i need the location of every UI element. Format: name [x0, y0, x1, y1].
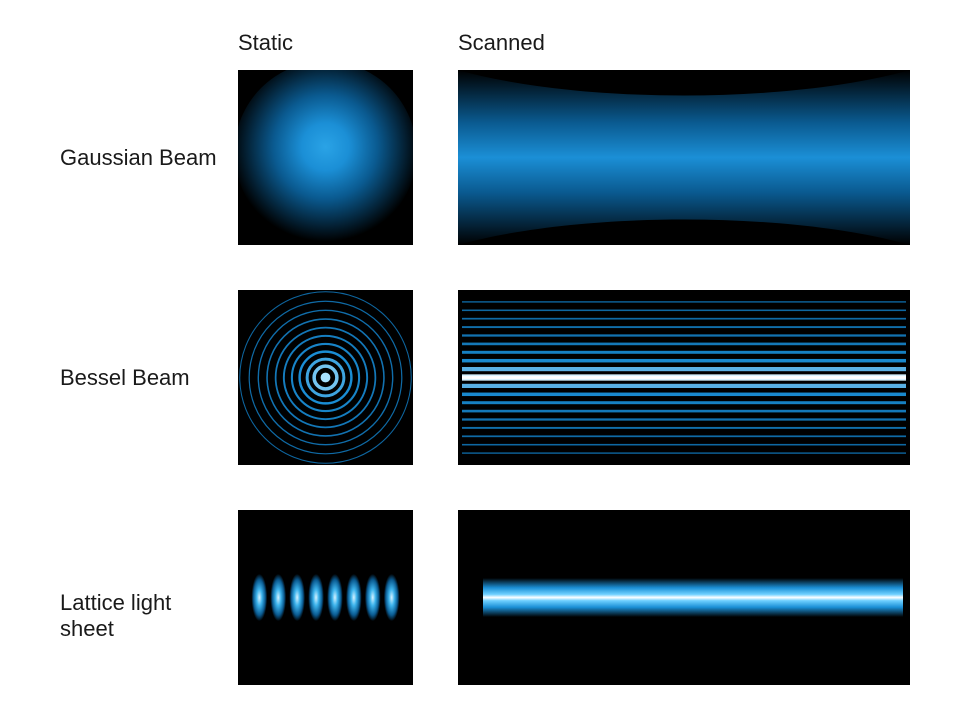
panel-bessel-static — [238, 290, 413, 465]
panel-lattice-static — [238, 510, 413, 685]
col-header-static: Static — [238, 30, 413, 56]
panel-gaussian-static — [238, 70, 413, 245]
row-label-lattice: Lattice light sheet — [60, 590, 230, 642]
col-header-scanned: Scanned — [458, 30, 910, 56]
panel-gaussian-scanned — [458, 70, 910, 245]
row-label-gaussian: Gaussian Beam — [60, 145, 230, 171]
row-label-bessel: Bessel Beam — [60, 365, 230, 391]
panel-bessel-scanned — [458, 290, 910, 465]
panel-lattice-scanned — [458, 510, 910, 685]
figure-root: Static Scanned Gaussian Beam Bessel Beam… — [0, 0, 959, 719]
